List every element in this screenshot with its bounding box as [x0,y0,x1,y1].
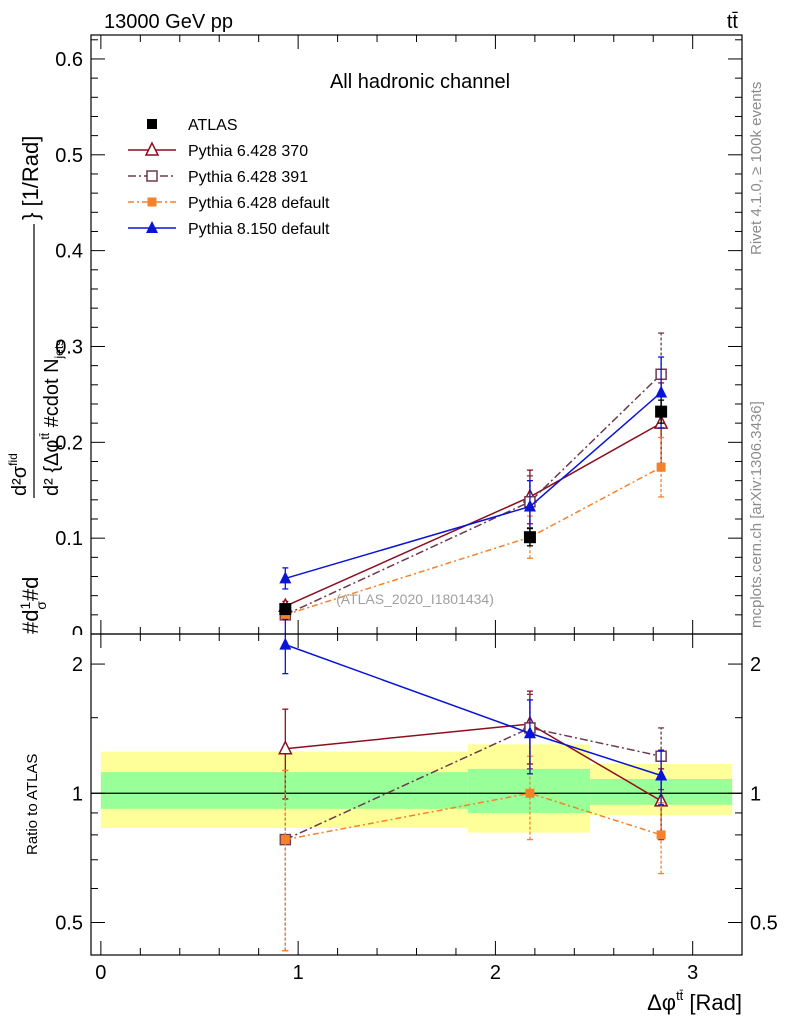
ratio-xtick-label: 1 [293,962,304,984]
main-axes: 0.1 0.2 0.3 0.4 0.5 0.6 0 [55,35,742,647]
ylabel-denominator: d² {Δφtt̄ #cdot Njets [38,340,66,496]
ratio-xtick-label: 3 [687,962,698,984]
ratio-point-p8def [523,726,536,739]
legend-marker-atlas [147,119,157,129]
main-line-p370 [285,422,662,607]
ratio-point-p6def [656,830,666,840]
legend-entry-p370: Pythia 6.428 370 [128,141,308,160]
main-ylabel: #d1σ#d d²σfid d² {Δφtt̄ #cdot Njets } [1… [6,136,66,634]
ylabel-unit: } [1/Rad] [18,136,43,220]
ratio-ytick-label-right: 2 [750,654,761,676]
legend-entry-p6def: Pythia 6.428 default [128,195,330,212]
ylabel-one: 1 [17,602,33,610]
main-ytick-label: 0.5 [55,145,83,167]
legend: ATLAS Pythia 6.428 370 Pythia 6.428 391 Pyt… [128,117,330,238]
svg-text:#d1σ#d: #d1σ#d [17,577,49,634]
ratio-point-p6def [525,788,535,798]
main-ytick-label-zero: 0 [72,623,83,645]
ratio-point-p370 [278,740,293,755]
main-series-p8def [279,356,668,590]
main-point-p8def [279,571,292,584]
main-ytick-label: 0.1 [55,528,83,550]
legend-marker-p370 [144,141,160,156]
main-ytick-label: 0.4 [55,241,83,263]
main-point-p8def [655,385,668,398]
legend-entry-atlas: ATLAS [147,117,238,134]
ylabel-sigma: σ [33,601,49,610]
ratio-marks [278,618,669,952]
ratio-ytick-label: 0.5 [55,912,83,934]
ylabel-numerator: d²σfid [6,453,31,496]
zero-label-mask [60,635,90,647]
ratio-series-p8def [279,618,668,806]
main-line-p8def [285,391,662,580]
main-series-p370 [278,382,669,612]
ratio-point-p8def [655,768,668,781]
main-series-p391 [279,332,667,621]
main-series-atlas [279,399,668,616]
ratio-point-p8def [279,637,292,650]
ratio-bands [91,744,742,833]
mcplots-label: mcplots.cern.ch [arXiv:1306.3436] [748,401,765,628]
main-panel: 0.1 0.2 0.3 0.4 0.5 0.6 0 All hadronic channel… [6,34,743,647]
main-point-atlas [655,405,668,418]
main-title: All hadronic channel [330,71,510,93]
ratio-xtick-label: 2 [490,962,501,984]
legend-entry-p391: Pythia 6.428 391 [128,169,308,186]
legend-label-p391: Pythia 6.428 391 [188,169,308,186]
ylabel-d2: #d [18,577,43,601]
legend-marker-p6def [147,197,157,207]
ratio-panel: 0.5 0.5 1 1 2 2 0 1 2 3 Ratio to ATLAS Δφtt̄ [Rad… [24,618,778,1015]
ratio-ytick-label-right: 0.5 [750,912,778,934]
main-ytick-label: 0.2 [55,432,83,454]
process-label: tt̄ [727,11,739,33]
watermark: (ATLAS_2020_I1801434) [336,591,494,607]
legend-label-p370: Pythia 6.428 370 [188,143,308,160]
ratio-axes: 0.5 0.5 1 1 2 2 0 1 2 3 [55,634,778,984]
legend-entry-p8def: Pythia 8.150 default [128,221,330,238]
legend-marker-p8def [146,221,158,233]
ratio-band-inner [100,772,468,809]
xlabel: Δφtt̄ [Rad] [647,988,742,1015]
ratio-point-p6def [280,835,290,845]
ylabel-d1: #d [18,610,43,634]
legend-label-p6def: Pythia 6.428 default [188,195,330,212]
ratio-xtick-label: 0 [95,962,106,984]
legend-marker-p391 [146,170,158,182]
main-point-atlas [523,531,536,544]
main-point-atlas [279,603,292,616]
rivet-label: Rivet 4.1.0, ≥ 100k events [748,82,765,255]
main-ytick-label: 0.6 [55,49,83,71]
energy-label: 13000 GeV pp [104,11,233,33]
main-point-p8def [523,499,536,512]
main-point-p6def [656,462,666,472]
ratio-ytick-label: 1 [72,783,83,805]
ratio-ylabel: Ratio to ATLAS [24,754,41,855]
legend-label-atlas: ATLAS [188,117,238,134]
ratio-ytick-label-right: 1 [750,783,761,805]
main-marks [278,332,669,621]
main-ytick-label: 0.3 [55,336,83,358]
ratio-series-p6def [280,755,666,952]
ratio-ytick-label: 2 [72,654,83,676]
main-line-p391 [284,373,662,616]
legend-label-p8def: Pythia 8.150 default [188,221,330,238]
